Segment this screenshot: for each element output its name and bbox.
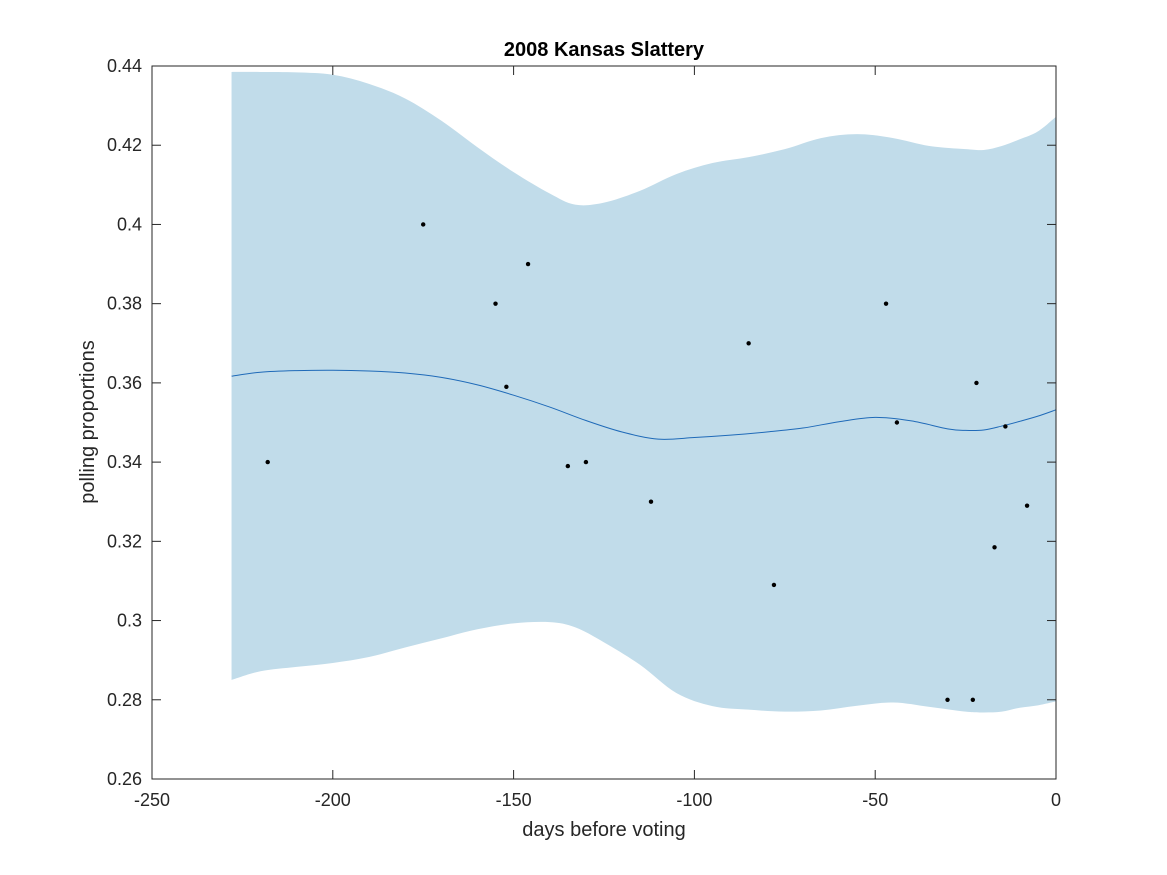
x-tick-label: -250 [134, 790, 170, 810]
y-tick-label: 0.44 [107, 56, 142, 76]
poll-point [992, 545, 997, 550]
poll-point [1003, 424, 1008, 429]
y-axis-title: polling proportions [77, 340, 99, 503]
poll-point [894, 420, 900, 425]
poll-point [265, 459, 270, 465]
poll-point [583, 459, 589, 465]
poll-point [648, 499, 654, 504]
plot-area [231, 71, 1057, 713]
poll-point [504, 384, 509, 390]
poll-point [565, 463, 571, 469]
confidence-band [231, 71, 1057, 713]
x-tick-label: -100 [676, 790, 712, 810]
poll-point [746, 341, 751, 346]
poll-point [974, 380, 979, 386]
poll-point [883, 301, 889, 306]
y-tick-label: 0.38 [107, 294, 142, 314]
y-tick-label: 0.34 [107, 452, 142, 472]
axes: -250 -200 -150 -100 -50 0 0.26 0.28 0.3 0.32 0.34 0… [107, 56, 1061, 810]
y-tick-label: 0.26 [107, 769, 142, 789]
x-tick-label: -150 [496, 790, 532, 810]
poll-point [421, 222, 426, 227]
axes-box [151, 65, 1057, 780]
y-tick-label: 0.42 [107, 135, 142, 155]
x-tick-label: -50 [862, 790, 888, 810]
poll-point [945, 697, 950, 702]
y-tick-label: 0.4 [117, 214, 142, 234]
chart-title: 2008 Kansas Slattery [504, 39, 705, 61]
x-tick-label: 0 [1051, 790, 1061, 810]
trend-line [231, 369, 1057, 440]
poll-point [970, 697, 976, 702]
poll-point [525, 261, 531, 267]
y-tick-label: 0.3 [117, 611, 142, 631]
poll-point [493, 301, 498, 306]
y-tick-label: 0.32 [107, 531, 142, 551]
poll-point [771, 582, 777, 588]
y-tick-label: 0.36 [107, 373, 142, 393]
x-axis-title: days before voting [522, 819, 685, 841]
x-tick-label: -200 [315, 790, 351, 810]
y-tick-label: 0.28 [107, 690, 142, 710]
poll-point [1024, 503, 1030, 508]
